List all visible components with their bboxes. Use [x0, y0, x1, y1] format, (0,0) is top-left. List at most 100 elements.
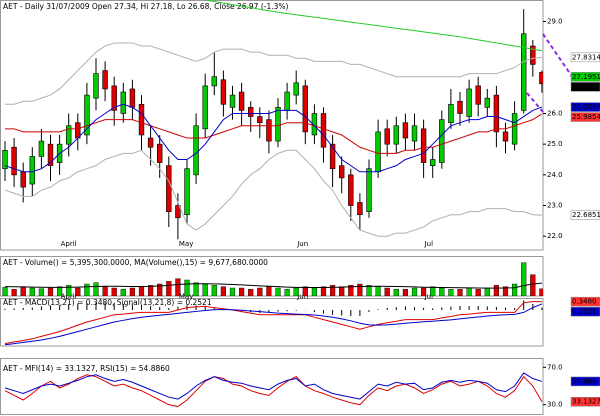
- volume-title: AET - Volume() = 5,395,300.0000, MA(Volu…: [3, 258, 268, 267]
- candle-body: [511, 113, 518, 145]
- candle-body: [238, 91, 245, 111]
- volume-bar: [84, 283, 90, 296]
- volume-bar: [2, 287, 8, 296]
- candle-body: [20, 171, 26, 188]
- volume-bar: [475, 289, 481, 296]
- candle-body: [338, 165, 345, 179]
- volume-bar: [284, 289, 290, 296]
- volume-bar: [202, 283, 208, 296]
- volume-bar: [75, 287, 81, 296]
- candle-body: [84, 94, 90, 136]
- volume-bar: [539, 288, 543, 296]
- volume-bar: [320, 286, 327, 296]
- price-panel: [0, 0, 544, 251]
- volume-bar: [366, 285, 372, 296]
- candle-body: [284, 91, 290, 111]
- trend-line: [542, 33, 574, 79]
- volume-bar: [220, 286, 227, 296]
- volume-bar: [302, 286, 308, 296]
- volume-bar: [175, 278, 181, 296]
- candle-body: [29, 156, 35, 185]
- series-line: [4, 374, 543, 408]
- volume-bar: [493, 285, 500, 296]
- volume-bar: [293, 287, 299, 296]
- volume-bar: [311, 287, 318, 296]
- candle-body: [520, 33, 527, 111]
- x-tick-label: Jun: [296, 293, 308, 301]
- series-line: [5, 113, 543, 154]
- series-line: [4, 301, 542, 345]
- value-label-box: [570, 82, 600, 92]
- candle-body: [466, 88, 472, 117]
- volume-bar: [275, 287, 281, 296]
- candle-body: [475, 85, 481, 105]
- volume-bar: [57, 286, 63, 296]
- macd-title: AET - MACD(13,21) = 0.3480, Signal(13,21…: [3, 298, 212, 307]
- volume-bar: [20, 286, 26, 296]
- candle-body: [448, 103, 454, 123]
- value-label: 26.2099: [572, 103, 600, 111]
- candle-body: [220, 79, 227, 105]
- value-label: 26.97: [572, 83, 592, 91]
- y-tick-label: 22.0: [547, 232, 563, 240]
- volume-bar: [111, 287, 117, 296]
- macd-panel: [0, 298, 544, 347]
- candle-body: [193, 125, 199, 176]
- volume-bar: [120, 289, 126, 296]
- candle-body: [375, 131, 381, 173]
- y-tick-label: 70.0: [547, 363, 563, 371]
- candle-body: [248, 107, 254, 117]
- value-label: 27.8314: [572, 53, 600, 61]
- candle-body: [266, 119, 272, 142]
- value-label-box: [570, 376, 600, 387]
- candle-body: [66, 125, 72, 145]
- value-label-box: [570, 72, 600, 82]
- value-label: 22.6851: [572, 211, 600, 219]
- candle-body: [439, 119, 445, 163]
- candle-body: [275, 107, 281, 142]
- chart-title: AET - Daily 31/07/2009 Open 27.34, Hi 27…: [3, 2, 289, 11]
- volume-bar: [402, 289, 409, 296]
- candle-body: [93, 73, 99, 99]
- candle-body: [202, 85, 208, 130]
- volume-bar: [384, 287, 390, 296]
- mfi-panel: [0, 358, 544, 415]
- candle-body: [111, 85, 117, 111]
- candle-body: [302, 85, 308, 133]
- candle-body: [402, 122, 409, 139]
- volume-bar: [129, 287, 136, 296]
- y-tick-label: 30.0: [547, 401, 563, 409]
- candle-body: [157, 143, 163, 163]
- value-label: 54.886: [572, 377, 597, 385]
- value-label: 0.2521: [572, 308, 597, 316]
- value-label-box: [570, 306, 600, 317]
- candle-body: [147, 137, 154, 148]
- value-label: 0.3480: [572, 298, 597, 306]
- candle-body: [311, 113, 318, 136]
- volume-bar: [484, 287, 490, 296]
- volume-bar: [47, 287, 54, 296]
- value-label: 33.1327: [572, 398, 600, 406]
- x-tick-label: May: [179, 293, 193, 301]
- y-tick-label: 25.0: [547, 140, 563, 148]
- volume-bar: [193, 282, 199, 296]
- value-label-box: [570, 102, 600, 112]
- volume-bar: [266, 286, 272, 296]
- candle-body: [530, 45, 536, 65]
- volume-bar: [375, 286, 381, 296]
- y-tick-label: 24.0: [547, 171, 563, 179]
- volume-bar: [157, 283, 163, 296]
- volume-bar: [339, 286, 345, 296]
- value-label-box: [570, 112, 600, 122]
- volume-bar: [457, 289, 463, 296]
- value-label: 25.9854: [572, 113, 600, 121]
- candle-body: [38, 140, 45, 157]
- y-tick-label: 29.0: [547, 17, 563, 25]
- volume-bar: [466, 287, 472, 296]
- candle-body: [329, 143, 336, 170]
- series-line: [5, 42, 542, 105]
- candle-body: [484, 97, 490, 108]
- volume-bar: [229, 287, 236, 296]
- candle-body: [129, 88, 136, 108]
